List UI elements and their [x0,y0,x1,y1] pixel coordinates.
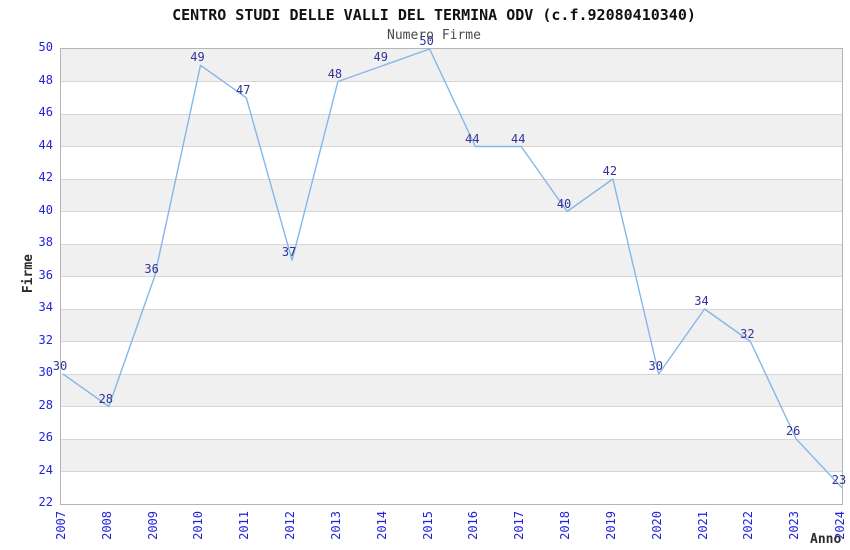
x-tick-label: 2012 [283,511,298,540]
data-point-label: 37 [281,245,297,260]
x-tick-label: 2021 [695,511,710,540]
x-tick-label: 2022 [741,511,756,540]
y-tick-label: 28 [38,397,53,412]
x-tick-label: 2023 [787,511,802,540]
grid-band [61,439,842,472]
grid-band [61,114,842,147]
y-tick-label: 32 [38,332,53,347]
x-tick-label: 2019 [603,511,618,540]
y-tick-label: 30 [38,365,53,379]
x-axis-title: Anno [810,532,842,547]
grid-band [61,211,842,244]
y-tick-label: 50 [38,40,53,54]
y-tick-label: 26 [38,430,53,444]
plot-area: 30 28 36 49 47 37 48 49 50 44 44 40 42 30 34 32 26 23 [53,35,847,505]
x-tick-label: 2009 [145,511,160,540]
data-point-label: 44 [465,131,480,146]
x-tick-label: 2015 [420,511,435,540]
grid-line [61,406,842,407]
y-tick-label: 44 [38,137,53,152]
data-point-label: 36 [144,261,159,276]
grid-band [61,49,842,82]
grid-band [61,341,842,374]
x-tick-label: 2008 [99,511,114,540]
data-point-label: 34 [694,294,709,308]
data-point-label: 32 [740,326,755,341]
grid-line [61,308,842,310]
x-tick-label: 2020 [649,511,664,540]
grid-band [61,471,842,504]
grid-line [61,243,842,245]
data-point-label: 26 [785,424,801,438]
data-point-label: 23 [831,472,847,487]
data-point-label: 49 [373,50,388,65]
grid-line [61,276,842,277]
grid-band [61,406,842,439]
series-polyline [62,48,843,489]
grid-line [61,211,842,212]
data-point-label: 49 [190,50,205,65]
chart-subtitle: Numero Firme [387,28,481,43]
grid-line [61,438,842,440]
series-line [62,48,843,489]
x-tick-label: 2007 [54,511,68,540]
grid-line [61,81,842,82]
grid-line [61,373,842,375]
grid-line [61,471,842,472]
data-point-label: 28 [98,391,114,406]
grid-band [61,276,842,309]
data-point-label: 50 [419,34,434,48]
grid-line [61,113,842,115]
y-tick-label: 36 [38,267,53,282]
data-point-label: 48 [327,66,343,81]
chart-title: CENTRO STUDI DELLE VALLI DEL TERMINA ODV… [172,6,696,24]
y-tick-label: 34 [38,300,53,314]
x-tick-label: 2016 [466,511,481,540]
data-point-label: 40 [556,196,572,211]
y-tick-label: 46 [38,105,53,119]
x-tick-label: 2024 [833,511,847,540]
data-point-label: 44 [511,131,526,146]
data-point-label: 47 [236,82,251,97]
x-tick-label: 2011 [237,511,252,540]
x-tick-label: 2013 [328,511,343,540]
grid-band [61,179,842,212]
x-tick-label: 2010 [191,511,206,540]
y-tick-label: 42 [38,170,53,184]
y-tick-label: 40 [38,202,53,217]
y-tick-label: 24 [38,462,53,477]
y-tick-label: 48 [38,72,53,87]
grid-band [61,244,842,277]
y-tick-label: 38 [38,235,53,249]
data-point-label: 42 [602,164,618,178]
data-point-label: 30 [648,359,663,373]
x-tick-label: 2018 [558,511,573,540]
grid-line [61,341,842,342]
x-tick-label: 2014 [374,511,389,540]
grid-line [61,146,842,147]
grid-band [61,146,842,179]
data-point-label: 30 [52,359,68,373]
x-tick-label: 2017 [512,511,527,540]
grid-line [61,178,842,180]
grid-band [61,374,842,407]
y-tick-label: 22 [38,495,53,509]
